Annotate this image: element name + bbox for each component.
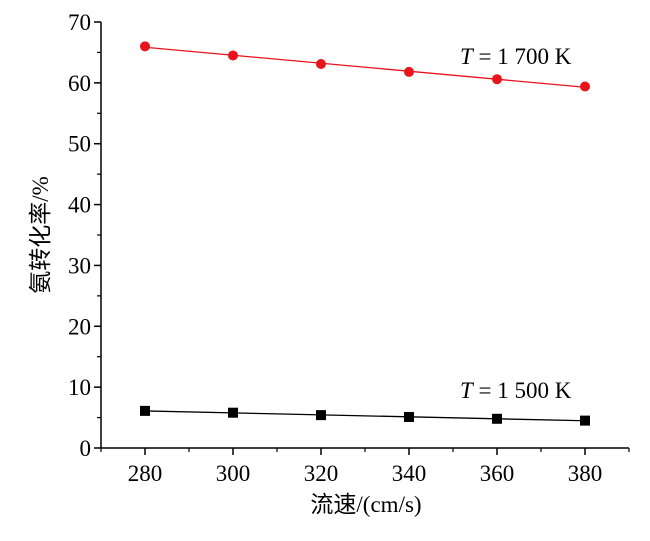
x-tick-label: 300 [216,461,251,486]
x-axis-title: 流速/(cm/s) [310,492,421,517]
series-0-fit-line [144,46,586,88]
series-layer [140,41,590,426]
series-label-1500k-text: = 1 500 K [473,378,572,403]
y-tick-label: 60 [68,71,91,96]
y-axis-title: 氨转化率/% [28,176,53,294]
y-tick-label: 30 [68,253,91,278]
x-ticks: 280 300 320 340 360 380 [100,448,630,486]
x-tick-label: 280 [128,461,163,486]
series-label-1500k: T = 1 500 K [460,378,572,403]
series-label-1700k: T = 1 700 K [460,44,572,69]
data-point-circle [492,74,502,85]
series-label-1500k-symbol: T [460,378,475,403]
y-tick-label: 10 [68,375,91,400]
x-tick-label: 320 [304,461,339,486]
y-tick-label: 50 [68,132,91,157]
data-point-square [140,405,150,416]
data-point-square [228,407,238,418]
y-tick-label: 70 [68,10,91,35]
y-tick-label: 0 [80,436,92,461]
y-tick-label: 40 [68,193,91,218]
x-tick-label: 360 [480,461,515,486]
data-point-square [316,410,326,421]
y-ticks: 0 10 20 30 40 50 60 70 [68,10,101,461]
x-tick-label: 340 [392,461,427,486]
data-point-circle [316,58,326,69]
series-1-fit-line [144,410,586,422]
data-point-square [492,413,502,424]
y-tick-label: 20 [68,314,91,339]
x-tick-label: 380 [568,461,603,486]
data-point-square [404,411,414,422]
series-label-1700k-text: = 1 700 K [473,44,572,69]
data-point-circle [140,41,150,52]
data-point-circle [404,66,414,77]
data-point-square [580,415,590,426]
series-label-1700k-symbol: T [460,44,475,69]
data-point-circle [228,50,238,61]
data-point-circle [580,81,590,92]
